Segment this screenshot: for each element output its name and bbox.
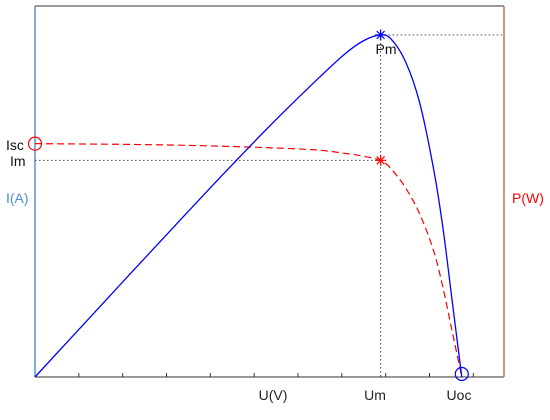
pm-marker xyxy=(375,29,387,41)
uoc-marker xyxy=(454,366,469,382)
uoc-tick-label: Uoc xyxy=(447,387,472,403)
pm-label: Pm xyxy=(376,41,397,57)
im-label: Im xyxy=(10,153,26,169)
um-tick-label: Um xyxy=(364,387,386,403)
im-marker xyxy=(375,154,387,166)
guide-lines xyxy=(35,34,504,377)
series-power-curve xyxy=(34,34,463,378)
point-markers xyxy=(27,29,469,382)
x-axis-label: U(V) xyxy=(259,387,288,403)
left-axis-label: I(A) xyxy=(6,190,29,206)
pm-marker-stroke xyxy=(376,30,385,40)
isc-marker xyxy=(27,136,43,151)
series-current-curve xyxy=(34,143,463,378)
x-axis-ticks xyxy=(78,373,474,377)
isc-label: Isc xyxy=(6,137,24,153)
right-axis-label: P(W) xyxy=(512,190,544,206)
im-marker-stroke xyxy=(376,156,385,165)
